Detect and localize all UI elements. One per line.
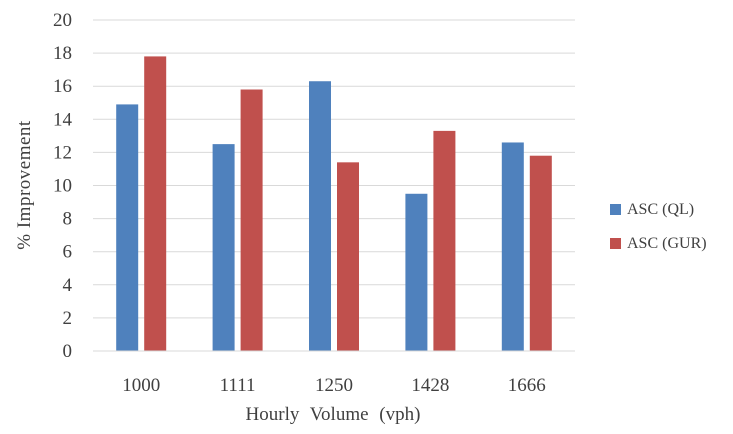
legend: ASC (QL) ASC (GUR) bbox=[610, 201, 707, 252]
y-tick-label: 12 bbox=[53, 142, 72, 163]
bar-asc-gur-1666 bbox=[529, 155, 552, 351]
bar-asc-gur-1250 bbox=[337, 162, 359, 351]
y-tick-label: 0 bbox=[63, 341, 73, 362]
y-tick-label: 4 bbox=[63, 275, 73, 296]
legend-label: ASC (GUR) bbox=[627, 235, 707, 252]
y-tick-label: 14 bbox=[53, 109, 73, 130]
y-tick-label: 18 bbox=[53, 43, 72, 64]
bar-asc-gur-1000 bbox=[144, 56, 167, 351]
y-tick-label: 2 bbox=[63, 308, 73, 329]
bar-asc-ql-1428 bbox=[405, 193, 428, 351]
y-axis-title: % Improvement bbox=[14, 120, 35, 250]
bar-asc-ql-1000 bbox=[116, 104, 139, 351]
x-tick-label: 1428 bbox=[411, 375, 449, 396]
x-tick-label: 1250 bbox=[315, 375, 353, 396]
y-tick-label: 8 bbox=[63, 209, 73, 230]
bar-asc-ql-1666 bbox=[501, 142, 524, 351]
legend-swatch bbox=[610, 238, 621, 249]
y-tick-label: 16 bbox=[53, 76, 72, 97]
y-tick-label: 6 bbox=[63, 242, 73, 263]
x-tick-label: 1111 bbox=[220, 375, 256, 396]
y-tick-label: 10 bbox=[53, 176, 72, 197]
legend-label: ASC (QL) bbox=[627, 201, 694, 218]
y-tick-label: 20 bbox=[53, 10, 72, 31]
x-tick-label: 1666 bbox=[508, 375, 546, 396]
bars bbox=[116, 56, 552, 352]
bar-asc-gur-1428 bbox=[433, 130, 456, 351]
bar-asc-gur-1111 bbox=[240, 89, 263, 351]
legend-swatch bbox=[610, 204, 621, 215]
bar-asc-ql-1250 bbox=[309, 81, 331, 352]
bar-asc-ql-1111 bbox=[212, 144, 235, 351]
x-axis-title: Hourly Volume (vph) bbox=[246, 404, 421, 425]
x-axis-tick-labels: 1000 1111 1250 1428 1666 bbox=[122, 375, 546, 396]
y-axis-tick-labels: 0 2 4 6 8 10 12 14 16 18 20 bbox=[53, 10, 73, 362]
gridlines bbox=[93, 19, 575, 319]
x-tick-label: 1000 bbox=[122, 375, 160, 396]
